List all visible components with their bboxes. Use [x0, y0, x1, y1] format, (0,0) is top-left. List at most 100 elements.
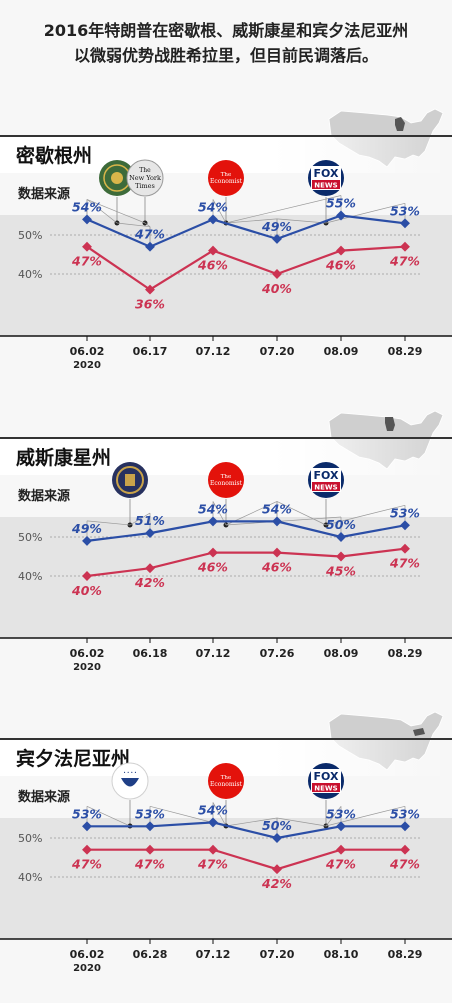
- x-tick-label: 07.20: [260, 345, 295, 358]
- logo-text: FOX: [314, 469, 339, 482]
- data-label-blue: 54%: [198, 802, 228, 817]
- logo-text: New York: [129, 174, 161, 182]
- data-label-red: 46%: [261, 560, 292, 575]
- plot-band: [0, 818, 452, 939]
- logo-text: NEWS: [314, 785, 337, 793]
- year-label: 2020: [73, 662, 101, 673]
- data-label-blue: 49%: [261, 219, 292, 234]
- data-label-blue: 54%: [262, 501, 292, 516]
- logo-text: The: [139, 167, 151, 174]
- panel-wisconsin: 威斯康星州 数据来源 50% 40% The Economist FOX NEWS 49% 5…: [0, 437, 452, 702]
- x-tick-label: 06.02: [70, 647, 105, 660]
- x-tick-label: 07.26: [260, 647, 295, 660]
- state-highlight: [385, 417, 395, 431]
- data-label-red: 47%: [389, 857, 420, 872]
- data-label-blue: 50%: [262, 818, 292, 833]
- data-label-blue: 53%: [72, 806, 102, 821]
- y-tick-label: 50%: [18, 531, 42, 544]
- data-label-red: 47%: [325, 857, 356, 872]
- x-tick-label: 06.02: [70, 345, 105, 358]
- x-tick-label: 08.29: [388, 948, 423, 961]
- panel-pennsylvania: 宾夕法尼亚州 数据来源 50% 40% • • • • The Economist FOX…: [0, 738, 452, 1003]
- x-tick-label: 07.20: [260, 948, 295, 961]
- logo-center: [111, 172, 123, 184]
- logo-text: FOX: [314, 770, 339, 783]
- data-label-blue: 47%: [134, 227, 165, 242]
- logo-text: NEWS: [314, 484, 337, 492]
- state-title: 密歇根州: [16, 141, 92, 168]
- logo-center: [125, 474, 135, 486]
- x-tick-label: 08.09: [324, 345, 359, 358]
- state-title: 宾夕法尼亚州: [16, 744, 130, 771]
- x-tick-label: 08.10: [324, 948, 359, 961]
- y-tick-label: 40%: [18, 871, 42, 884]
- fox-news-logo-icon: FOX NEWS: [308, 462, 344, 498]
- panel-michigan: 密歇根州 数据来源 50% 40% The New York Times The Econo…: [0, 135, 452, 400]
- x-tick-label: 06.17: [133, 345, 168, 358]
- data-label-red: 46%: [197, 560, 228, 575]
- university-seal-logo-icon: [112, 462, 148, 498]
- data-label-blue: 54%: [72, 199, 102, 214]
- logo-text: FOX: [314, 167, 339, 180]
- data-label-red: 40%: [261, 281, 292, 296]
- data-label-red: 40%: [71, 583, 102, 598]
- data-label-blue: 53%: [390, 806, 420, 821]
- x-tick-label: 07.12: [196, 345, 231, 358]
- plot-band: [0, 215, 452, 336]
- data-label-red: 45%: [325, 564, 356, 579]
- headline: 2016年特朗普在密歇根、威斯康星和宾夕法尼亚州 以微弱优势战胜希拉里，但目前民…: [0, 18, 452, 68]
- data-label-blue: 54%: [198, 501, 228, 516]
- logo-text: Times: [135, 182, 155, 190]
- plot-band: [0, 517, 452, 638]
- data-label-blue: 51%: [135, 513, 165, 528]
- logo-dots: • • • •: [123, 770, 136, 775]
- globe-seal-logo-icon: • • • •: [112, 763, 148, 799]
- x-tick-label: 07.12: [196, 647, 231, 660]
- fox-news-logo-icon: FOX NEWS: [308, 763, 344, 799]
- logo-text: Economist: [210, 480, 243, 487]
- data-label-blue: 53%: [326, 806, 356, 821]
- data-label-red: 47%: [389, 254, 420, 269]
- headline-line-1: 2016年特朗普在密歇根、威斯康星和宾夕法尼亚州: [0, 18, 452, 43]
- x-tick-label: 06.28: [133, 948, 168, 961]
- x-tick-label: 08.29: [388, 647, 423, 660]
- year-label: 2020: [73, 963, 101, 974]
- x-tick-label: 08.09: [324, 647, 359, 660]
- data-label-blue: 54%: [198, 199, 228, 214]
- data-label-red: 47%: [71, 254, 102, 269]
- year-label: 2020: [73, 360, 101, 371]
- data-label-blue: 53%: [390, 505, 420, 520]
- y-tick-label: 40%: [18, 268, 42, 281]
- data-label-blue: 49%: [71, 521, 102, 536]
- logo-text: Economist: [210, 781, 243, 788]
- y-tick-label: 50%: [18, 229, 42, 242]
- x-tick-label: 07.12: [196, 948, 231, 961]
- data-label-red: 46%: [197, 258, 228, 273]
- data-label-red: 47%: [197, 857, 228, 872]
- data-label-red: 42%: [261, 876, 292, 891]
- data-label-red: 47%: [389, 556, 420, 571]
- x-tick-label: 06.18: [133, 647, 168, 660]
- y-tick-label: 50%: [18, 832, 42, 845]
- data-label-red: 42%: [134, 575, 165, 590]
- data-label-red: 47%: [134, 857, 165, 872]
- data-label-blue: 53%: [390, 203, 420, 218]
- state-title: 威斯康星州: [16, 443, 111, 470]
- data-label-blue: 53%: [135, 806, 165, 821]
- x-tick-label: 06.02: [70, 948, 105, 961]
- data-label-red: 46%: [325, 258, 356, 273]
- y-tick-label: 40%: [18, 570, 42, 583]
- x-tick-label: 08.29: [388, 345, 423, 358]
- logo-text: NEWS: [314, 182, 337, 190]
- data-label-blue: 50%: [326, 517, 356, 532]
- data-label-red: 47%: [71, 857, 102, 872]
- headline-line-2: 以微弱优势战胜希拉里，但目前民调落后。: [0, 43, 452, 68]
- data-label-blue: 55%: [326, 196, 356, 211]
